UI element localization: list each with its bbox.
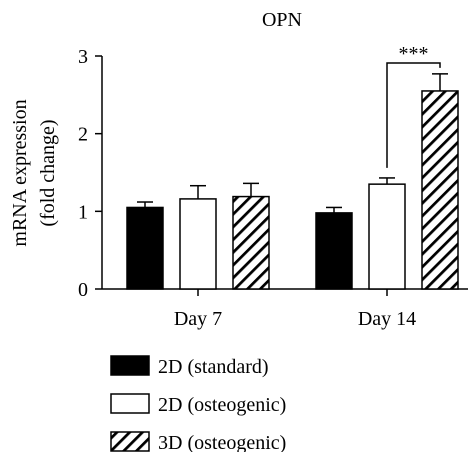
legend: 2D (standard) 2D (osteogenic) 3D (osteogen…	[110, 355, 286, 452]
legend-label: 3D (osteogenic)	[158, 432, 286, 452]
bar	[232, 195, 270, 290]
legend-swatch	[110, 393, 150, 414]
bar	[315, 212, 353, 290]
bars	[126, 73, 459, 290]
x-tick-label: Day 7	[174, 308, 222, 330]
legend-swatch	[110, 355, 150, 376]
bar	[126, 206, 164, 290]
legend-label: 2D (osteogenic)	[158, 394, 286, 416]
x-tick-label: Day 14	[358, 308, 416, 330]
chart-title: OPN	[262, 9, 302, 31]
legend-swatch	[110, 431, 150, 452]
y-tick-label: 1	[78, 201, 88, 223]
significance-label: ***	[399, 43, 429, 65]
bar	[421, 90, 459, 290]
y-axis-label-line-2: (fold change)	[37, 119, 59, 226]
y-tick-label: 0	[78, 279, 88, 301]
y-axis-label-line-1: mRNA expression	[9, 99, 31, 246]
significance-bracket	[386, 62, 441, 168]
x-ticks: Day 7 Day 14	[174, 289, 416, 330]
annotations: ***	[386, 43, 441, 168]
y-tick-label: 2	[78, 124, 88, 146]
bar	[179, 198, 217, 290]
y-ticks: 0 1 2 3	[78, 46, 102, 301]
bar	[368, 183, 406, 290]
y-tick-label: 3	[78, 46, 88, 68]
legend-label: 2D (standard)	[158, 356, 269, 378]
